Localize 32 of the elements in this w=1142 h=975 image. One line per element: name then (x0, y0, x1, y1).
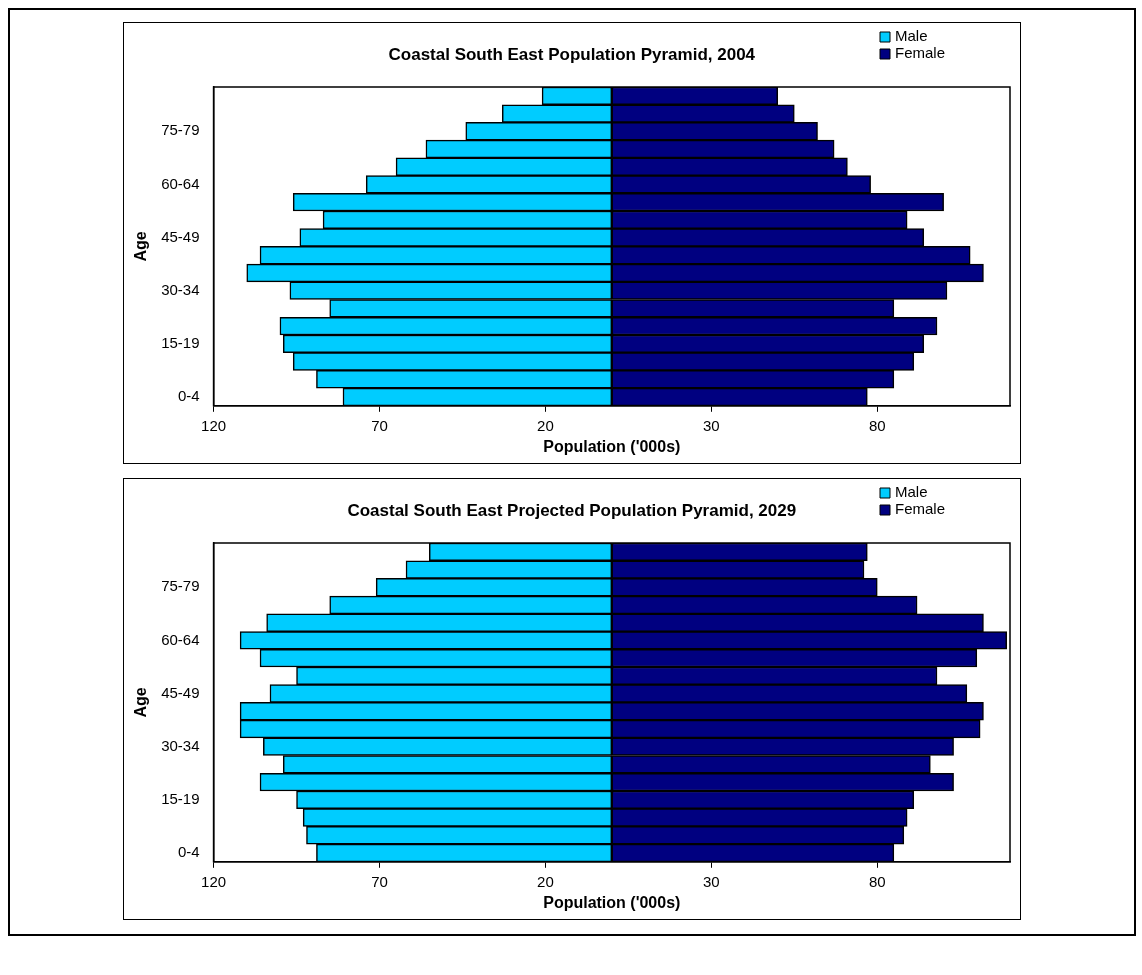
x-tick-label: 80 (868, 416, 886, 434)
y-tick-label: 0-4 (177, 843, 200, 861)
y-tick-label: 45-49 (161, 683, 200, 701)
y-axis-title: Age (132, 231, 150, 262)
y-tick-label: 75-79 (161, 577, 200, 595)
y-tick-label: 30-34 (161, 280, 200, 298)
legend-label: Female (895, 500, 946, 518)
y-tick-label: 0-4 (177, 387, 200, 405)
y-tick-label: 45-49 (161, 227, 200, 245)
x-tick-label: 120 (201, 872, 227, 890)
y-tick-label: 75-79 (161, 121, 200, 139)
x-tick-label: 20 (537, 416, 554, 434)
chart-title: Coastal South East Population Pyramid, 2004 (388, 44, 756, 64)
legend-label: Male (895, 483, 928, 501)
chart-title: Coastal South East Projected Population Pyramid, 2029 (347, 500, 797, 520)
x-tick-label: 80 (868, 872, 886, 890)
y-tick-label: 60-64 (161, 630, 200, 648)
legend-label: Female (895, 44, 946, 62)
x-tick-label: 20 (537, 872, 554, 890)
x-tick-label: 120 (201, 416, 227, 434)
x-axis-title: Population ('000s) (543, 437, 681, 455)
legend-label: Male (895, 27, 928, 45)
y-tick-label: 15-19 (161, 789, 200, 807)
x-tick-label: 30 (702, 416, 720, 434)
y-tick-label: 30-34 (161, 736, 200, 754)
y-tick-label: 15-19 (161, 333, 200, 351)
y-axis-title: Age (132, 687, 150, 718)
x-axis-title: Population ('000s) (543, 893, 681, 911)
y-tick-label: 60-64 (161, 174, 200, 192)
x-tick-label: 70 (371, 416, 388, 434)
x-tick-label: 70 (371, 872, 388, 890)
x-tick-label: 30 (702, 872, 720, 890)
